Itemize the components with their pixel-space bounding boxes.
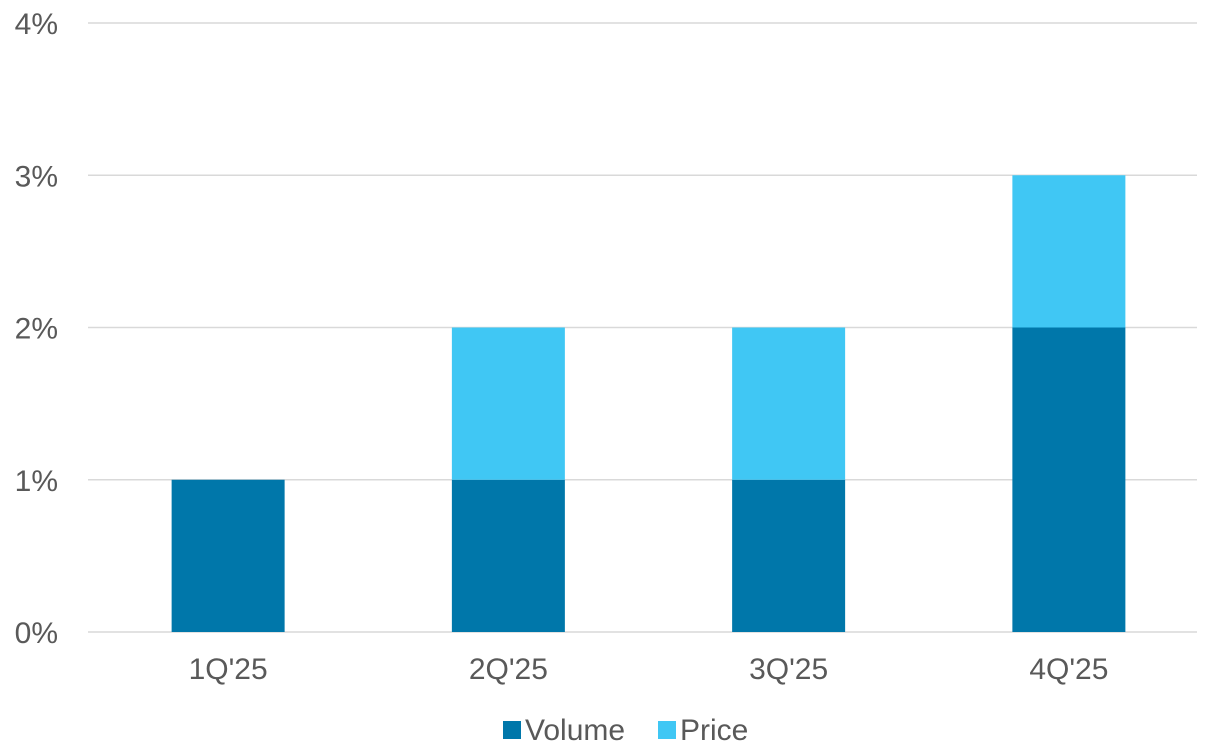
y-tick-label: 2% [15,313,58,346]
legend: Volume Price [503,714,748,744]
legend-swatch-price [658,721,676,739]
x-tick-label: 2Q'25 [469,653,548,686]
x-tick-label: 3Q'25 [749,653,828,686]
y-tick-label: 1% [15,465,58,498]
bar-volume-3 [732,479,846,632]
bar-price-4 [1012,175,1126,328]
legend-label-price: Price [680,714,748,744]
bar-volume-2 [451,479,565,632]
legend-swatch-volume [503,721,521,739]
bar-price-2 [451,327,565,480]
y-tick-label: 4% [15,8,58,41]
legend-label-volume: Volume [525,714,625,744]
y-axis-tick-labels: 0% 1% 2% 3% 4% [15,8,58,650]
bar-volume-4 [1012,327,1126,632]
y-tick-label: 0% [15,617,58,650]
y-tick-label: 3% [15,160,58,193]
x-tick-label: 4Q'25 [1029,653,1108,686]
x-axis-tick-labels: 1Q'25 2Q'25 3Q'25 4Q'25 [189,653,1109,686]
bar-price-3 [732,327,846,480]
bar-volume-1 [171,479,285,632]
bar-layer [171,175,1126,632]
x-tick-label: 1Q'25 [189,653,268,686]
